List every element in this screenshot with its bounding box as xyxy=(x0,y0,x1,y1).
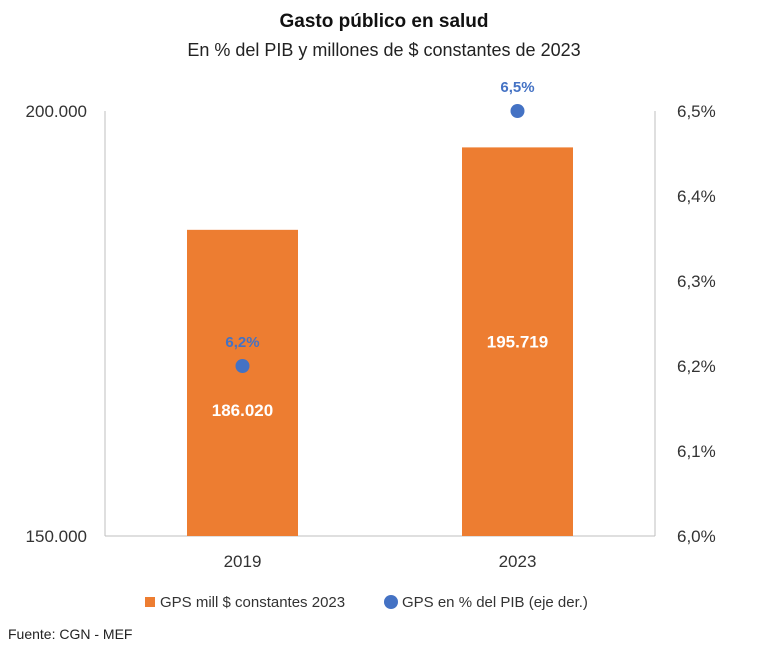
chart-subtitle: En % del PIB y millones de $ constantes … xyxy=(187,40,580,60)
point-data-label: 6,2% xyxy=(225,334,259,351)
bar xyxy=(187,229,298,536)
legend-label-bar: GPS mill $ constantes 2023 xyxy=(160,594,345,611)
legend-label-point: GPS en % del PIB (eje der.) xyxy=(402,594,588,611)
bar xyxy=(462,147,573,537)
legend: GPS mill $ constantes 2023 GPS en % del P… xyxy=(145,594,588,611)
point-data-label: 6,5% xyxy=(500,79,534,96)
category-label: 2023 xyxy=(499,552,537,571)
category-label: 2019 xyxy=(224,552,262,571)
chart-title: Gasto público en salud xyxy=(279,11,488,32)
right-tick-label: 6,5% xyxy=(677,102,716,121)
left-tick-label: 150.000 xyxy=(26,527,87,546)
right-tick-label: 6,4% xyxy=(677,187,716,206)
legend-swatch-point xyxy=(384,595,398,609)
plot-area: 150.000 200.000 6,0% 6,1% 6,2% 6,3% 6,4% 6,5% 20… xyxy=(26,79,716,571)
right-tick-label: 6,0% xyxy=(677,527,716,546)
right-tick-label: 6,2% xyxy=(677,357,716,376)
bar-data-label: 186.020 xyxy=(212,401,273,420)
legend-swatch-bar xyxy=(145,597,155,607)
right-tick-label: 6,3% xyxy=(677,272,716,291)
right-tick-label: 6,1% xyxy=(677,442,716,461)
source-note: Fuente: CGN - MEF xyxy=(8,626,132,642)
scatter-point xyxy=(235,359,250,373)
bar-data-label: 195.719 xyxy=(487,333,548,352)
scatter-point xyxy=(510,104,525,118)
left-tick-label: 200.000 xyxy=(26,102,87,121)
